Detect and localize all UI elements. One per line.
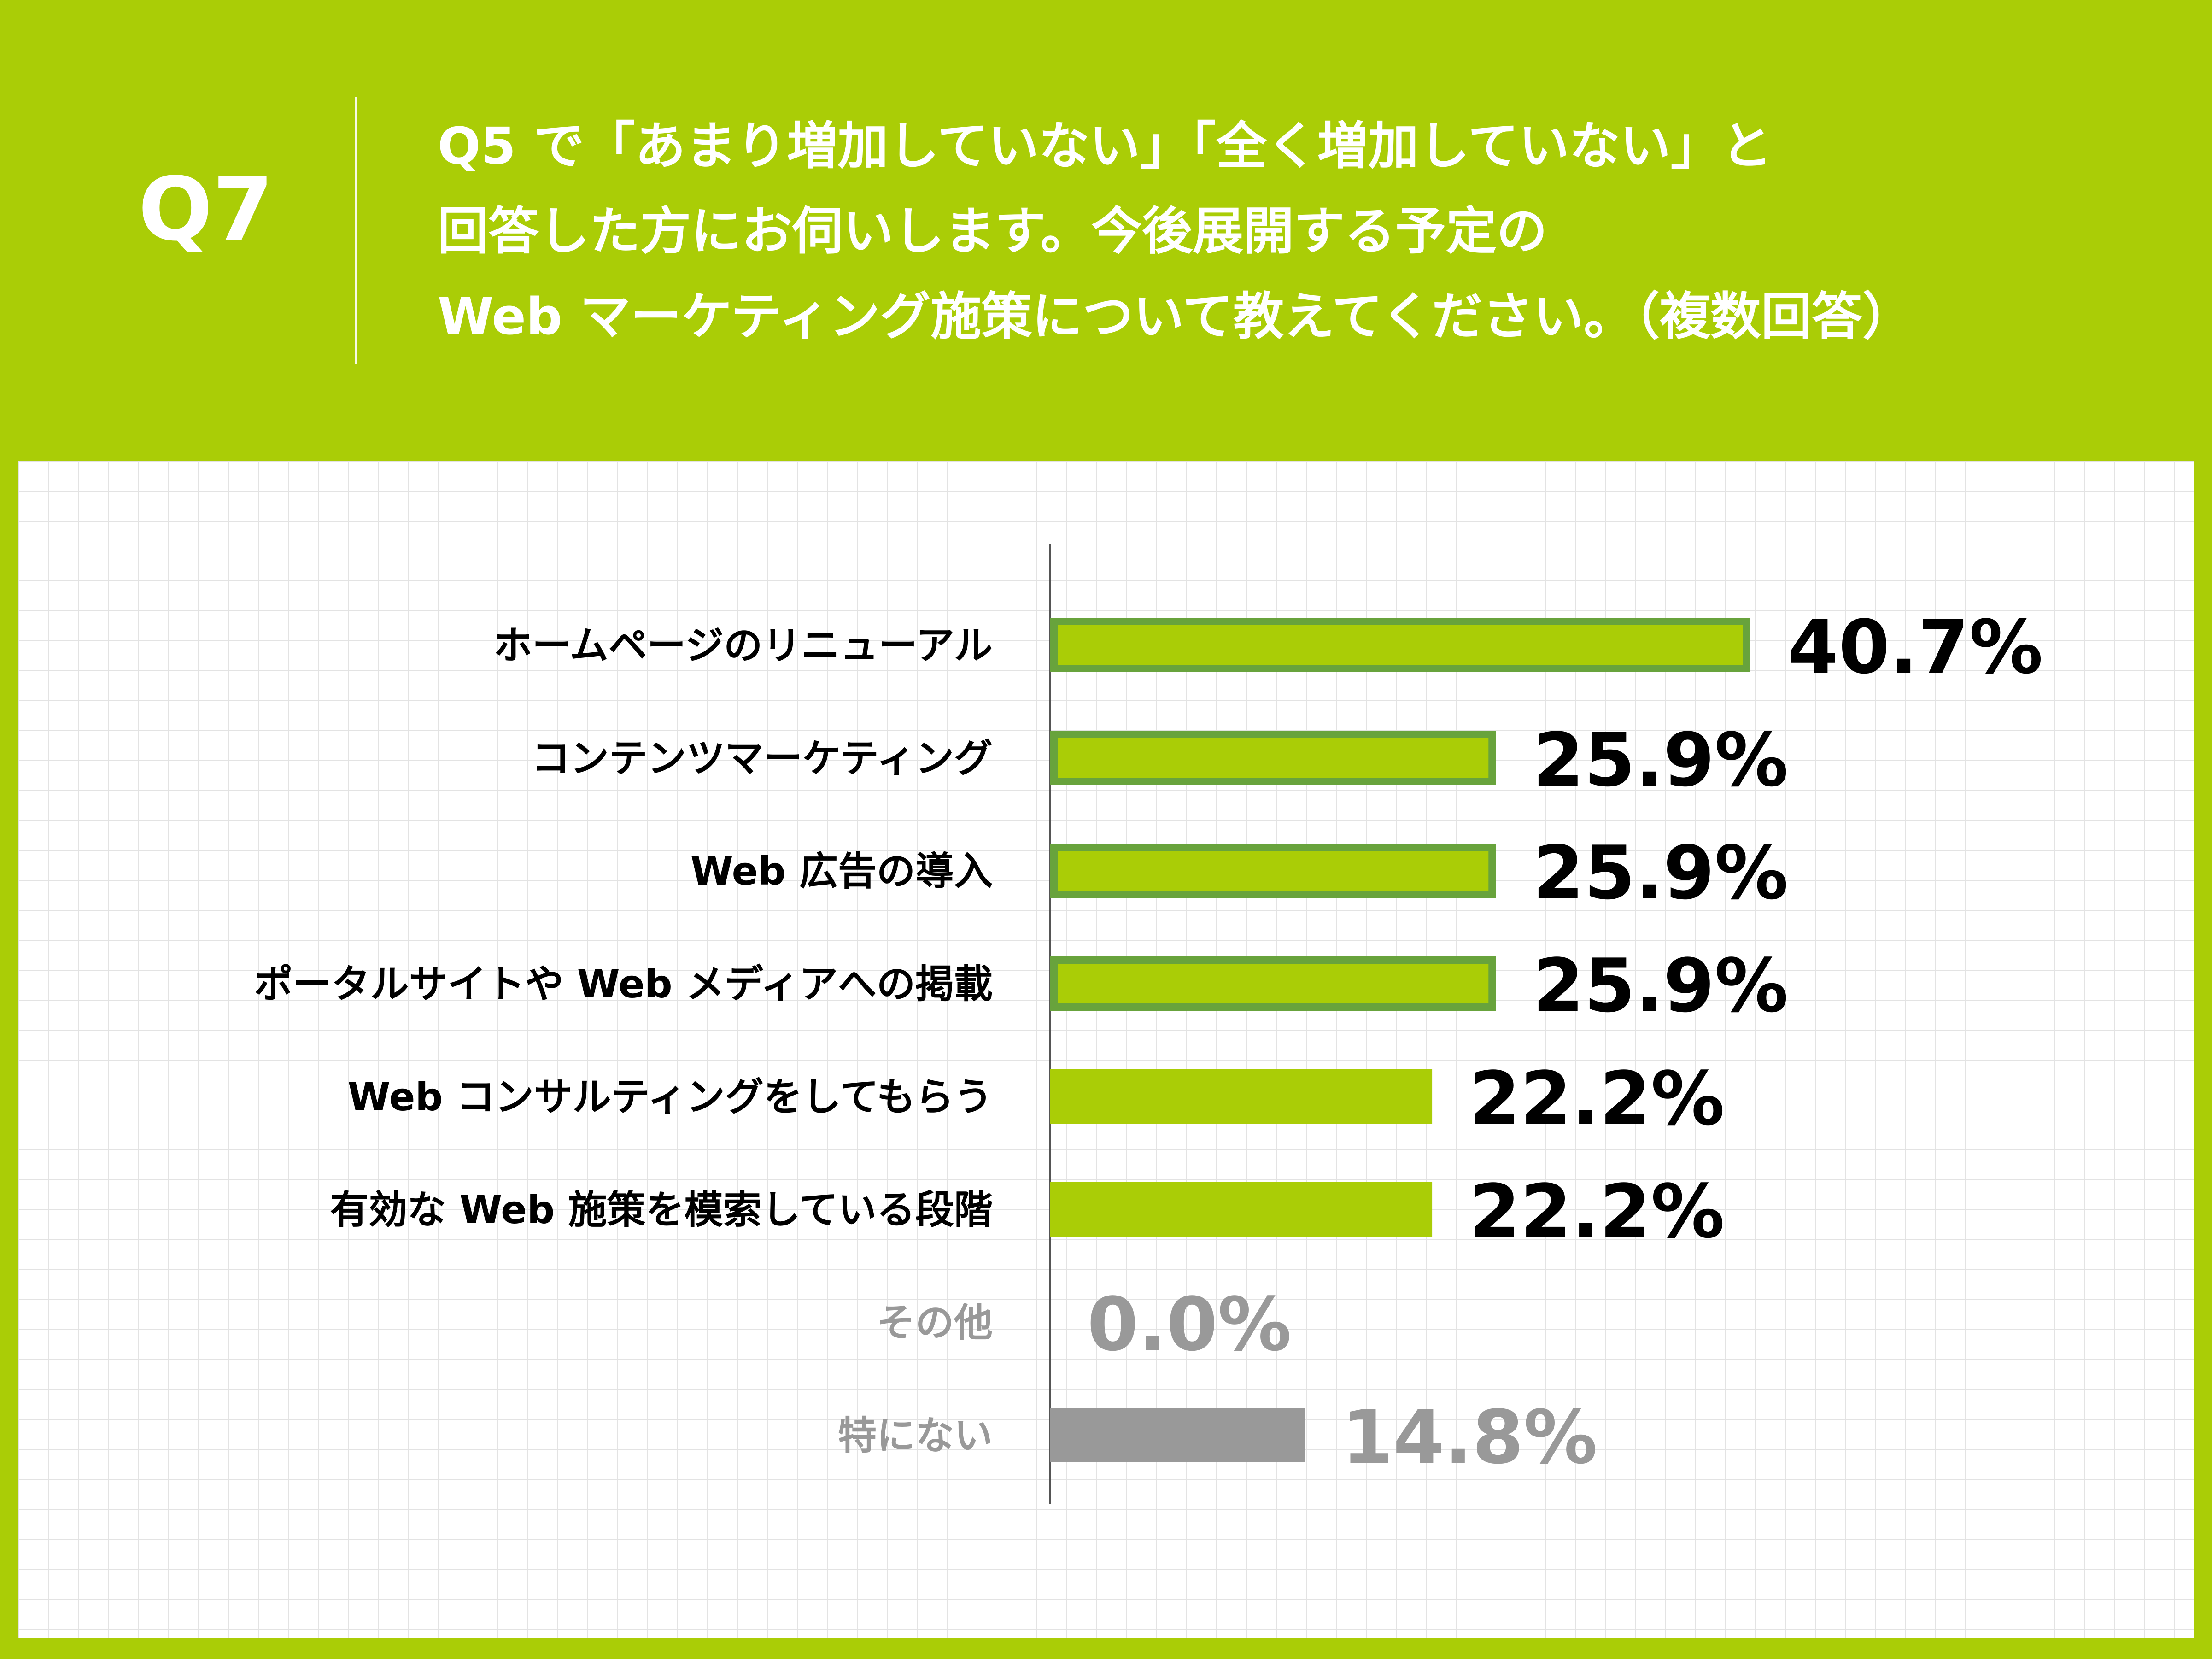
header-divider bbox=[355, 97, 357, 364]
value-label: 25.9% bbox=[1533, 717, 1788, 803]
category-label: Web コンサルティングをしてもらう bbox=[348, 1074, 993, 1120]
bar bbox=[1050, 956, 1496, 1011]
question-text: Q5 で「あまり増加していない」「全く増加していない」と 回答した方にお伺いしま… bbox=[438, 104, 2165, 359]
bar bbox=[1050, 1182, 1433, 1237]
question-line-1: Q5 で「あまり増加していない」「全く増加していない」と bbox=[438, 117, 1772, 176]
header: Q7 Q5 で「あまり増加していない」「全く増加していない」と 回答した方にお伺… bbox=[0, 0, 2212, 461]
bar bbox=[1050, 844, 1496, 898]
category-label: 有効な Web 施策を模索している段階 bbox=[330, 1187, 993, 1232]
value-label: 40.7% bbox=[1787, 604, 2043, 690]
value-label: 14.8% bbox=[1342, 1394, 1598, 1480]
bar bbox=[1050, 731, 1496, 785]
value-label: 22.2% bbox=[1469, 1168, 1725, 1255]
bar-chart: ホームページのリニューアル 40.7% コンテンツマーケティング 25.9% Web 広… bbox=[254, 544, 2043, 1504]
question-number: Q7 bbox=[138, 158, 274, 260]
category-label: その他 bbox=[877, 1300, 993, 1345]
chart-panel: ホームページのリニューアル 40.7% コンテンツマーケティング 25.9% Web 広… bbox=[18, 461, 2194, 1638]
question-line-2: 回答した方にお伺いします。今後展開する予定の bbox=[438, 202, 1547, 261]
value-label: 0.0% bbox=[1087, 1281, 1292, 1367]
category-label: ポータルサイトや Web メディアへの掲載 bbox=[254, 961, 993, 1007]
bar bbox=[1050, 1069, 1433, 1124]
category-label: コンテンツマーケティング bbox=[532, 736, 993, 781]
value-label: 22.2% bbox=[1469, 1055, 1725, 1142]
value-label: 25.9% bbox=[1533, 943, 1788, 1029]
bar bbox=[1050, 618, 1750, 672]
category-label: ホームページのリニューアル bbox=[493, 623, 993, 668]
category-label: Web 広告の導入 bbox=[691, 849, 993, 894]
category-label: 特にない bbox=[838, 1413, 993, 1458]
question-line-3: Web マーケティング施策について教えてください。（複数回答） bbox=[438, 287, 1914, 346]
bar bbox=[1050, 1408, 1305, 1462]
value-label: 25.9% bbox=[1533, 830, 1788, 916]
